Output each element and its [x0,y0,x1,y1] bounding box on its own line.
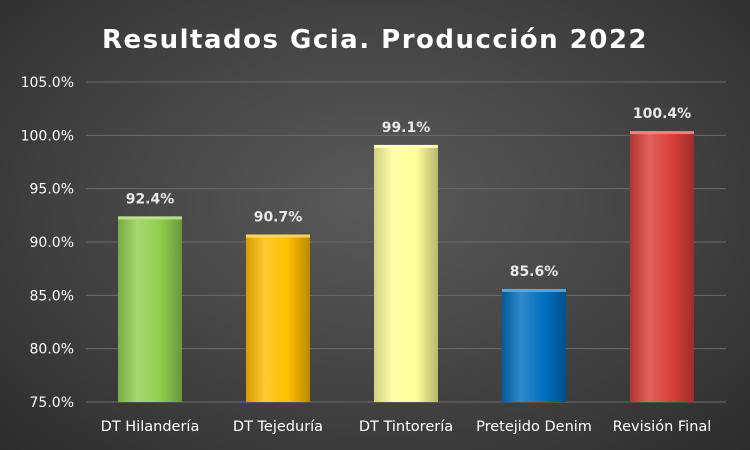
bars [118,131,694,403]
bar-3 [502,288,566,402]
bar-4 [630,131,694,403]
y-tick-label: 95.0% [30,182,74,198]
x-tick-label: DT Tejeduría [233,419,323,435]
bar-top-highlight [374,144,438,148]
x-axis: DT Hilandería DT Tejeduría DT Tintorería Pr… [101,419,712,435]
y-tick-label: 80.0% [30,342,74,358]
x-tick-label: Pretejido Denim [476,419,592,435]
bar-top-highlight [502,288,566,292]
bar-top-highlight [630,131,694,135]
x-tick-label: DT Tintorería [359,419,453,435]
x-tick-label: DT Hilandería [101,419,200,435]
data-label: 85.6% [510,264,559,280]
y-axis: 75.0% 80.0% 85.0% 90.0% 95.0% 100.0% 105.0% [21,75,74,411]
chart-title: Resultados Gcia. Producción 2022 [102,25,648,55]
bar-1 [246,234,310,402]
y-tick-label: 105.0% [21,75,74,91]
data-label: 90.7% [254,210,303,226]
y-tick-label: 100.0% [21,128,74,144]
bar-2 [374,144,438,402]
y-tick-label: 75.0% [30,395,74,411]
x-tick-label: Revisión Final [613,419,712,435]
bar-top-highlight [246,234,310,238]
bar-top-highlight [118,216,182,220]
data-label: 92.4% [126,191,175,207]
data-label: 100.4% [633,106,691,122]
data-labels: 92.4% 90.7% 99.1% 85.6% 100.4% [126,106,691,280]
bar-0 [118,216,182,402]
y-tick-label: 85.0% [30,288,74,304]
y-tick-label: 90.0% [30,235,74,251]
data-label: 99.1% [382,120,431,136]
